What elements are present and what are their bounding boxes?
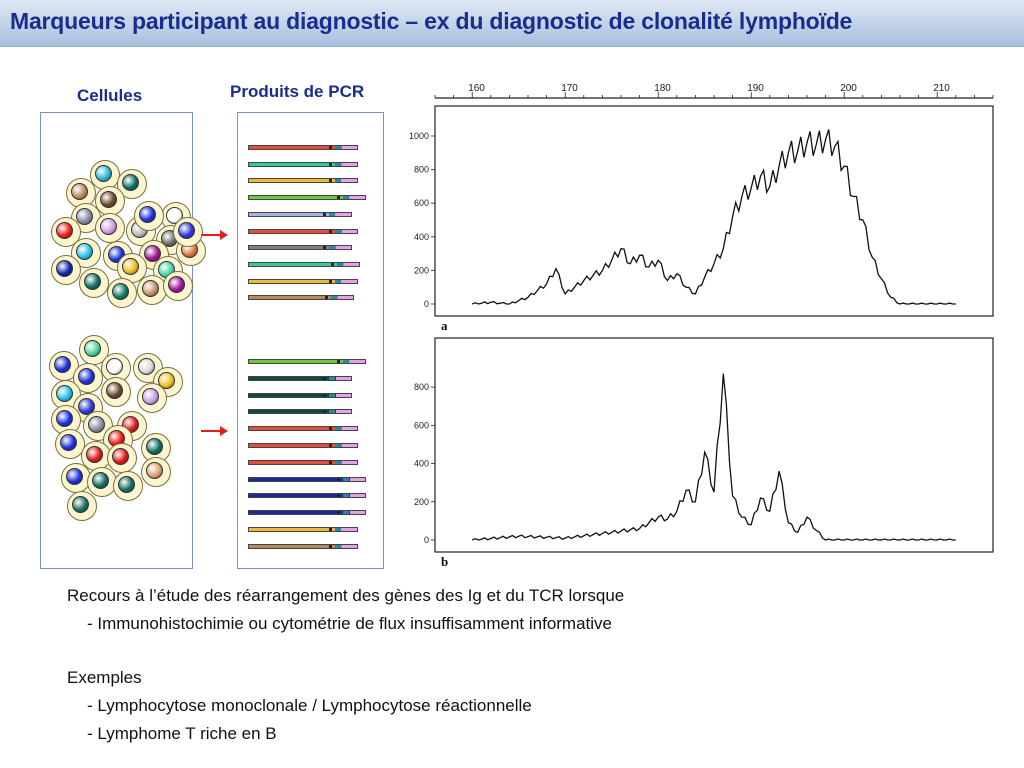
electrophoregram-chart: 160 170 180 190 200 210 1000 800 600 400 200 0 a 800 6… (409, 83, 994, 569)
slide-title: Marqueurs participant au diagnostic – ex… (10, 8, 853, 34)
cell (87, 467, 117, 497)
cell (51, 255, 81, 285)
body-text: Recours à l’étude des réarrangement des … (67, 582, 967, 748)
cell (90, 160, 120, 190)
pcr-band (248, 161, 358, 167)
pcr-band (248, 211, 352, 217)
pcr-band (248, 195, 366, 201)
pcr-bands-polyclonal (238, 113, 383, 313)
pcr-bands-monoclonal (238, 353, 383, 563)
cell (95, 213, 125, 243)
pcr-band (248, 426, 358, 432)
cell (137, 383, 167, 413)
cell (117, 169, 147, 199)
cell (173, 217, 203, 247)
cell (95, 186, 125, 216)
pcr-band (248, 178, 358, 184)
cell (163, 271, 193, 301)
y-tick-label-a: 800 (414, 165, 429, 175)
y-tick-label-a: 1000 (409, 131, 429, 141)
pcr-band (248, 278, 358, 284)
arrow-monoclonal (201, 426, 228, 436)
pcr-band (248, 459, 358, 465)
cell (133, 353, 163, 383)
trace-b (471, 373, 956, 541)
pcr-band (248, 493, 366, 499)
pcr-band (248, 245, 352, 251)
y-tick-label-b: 400 (414, 459, 429, 469)
y-tick-label-a: 400 (414, 232, 429, 242)
plot-frame-a (434, 105, 994, 317)
text-line-2: - Immunohistochimie ou cytométrie de flu… (87, 614, 612, 633)
cell (137, 275, 167, 305)
y-tick-label-b: 0 (424, 535, 429, 545)
cell-group-polyclonal (41, 113, 206, 333)
cell (107, 278, 137, 308)
pcr-band (248, 409, 352, 415)
pcr-band (248, 510, 366, 516)
cell (73, 363, 103, 393)
pcr-panel (237, 112, 384, 569)
text-line-1: Recours à l’étude des réarrangement des … (67, 586, 625, 605)
trace-a (471, 129, 956, 305)
pcr-band (248, 476, 366, 482)
panel-label-a: a (441, 318, 448, 333)
cell-group-monoclonal (41, 335, 192, 565)
text-line-4: - Lymphocytose monoclonale / Lymphocytos… (87, 696, 532, 715)
top-axis-label: 180 (654, 83, 671, 94)
pcr-label: Produits de PCR (230, 82, 365, 101)
arrow-polyclonal (201, 230, 228, 240)
plot-frame-b (434, 337, 994, 553)
cell (113, 471, 143, 501)
pcr-band (248, 295, 354, 301)
cell (55, 429, 85, 459)
pcr-band (248, 375, 352, 381)
text-line-3: Exemples (67, 668, 142, 687)
panel-label-b: b (441, 554, 448, 569)
text-line-5: - Lymphome T riche en B (87, 724, 277, 743)
cell (67, 491, 97, 521)
cell (51, 217, 81, 247)
y-tick-label-b: 200 (414, 497, 429, 507)
top-axis-label: 160 (468, 83, 485, 94)
pcr-band (248, 145, 358, 150)
top-axis-label: 190 (747, 83, 764, 94)
pcr-band (248, 261, 360, 267)
cell (79, 268, 109, 298)
pcr-band (248, 392, 352, 398)
top-axis-label: 210 (933, 83, 950, 94)
pcr-band (248, 359, 366, 364)
y-tick-label-a: 200 (414, 265, 429, 275)
cell (134, 201, 164, 231)
pcr-band (248, 443, 358, 448)
cells-label: Cellules (77, 86, 143, 105)
title-bar: Marqueurs participant au diagnostic – ex… (0, 0, 1024, 47)
y-tick-label-b: 800 (414, 382, 429, 392)
cell (141, 457, 171, 487)
y-tick-label-a: 0 (424, 299, 429, 309)
cell (101, 377, 131, 407)
y-tick-label-a: 600 (414, 198, 429, 208)
top-axis-label: 170 (561, 83, 578, 94)
top-axis-label: 200 (840, 83, 857, 94)
cells-panel (40, 112, 206, 569)
pcr-band (248, 228, 358, 234)
cell (153, 367, 183, 397)
y-tick-label-b: 600 (414, 420, 429, 430)
pcr-band (248, 543, 358, 549)
pcr-band (248, 527, 358, 532)
